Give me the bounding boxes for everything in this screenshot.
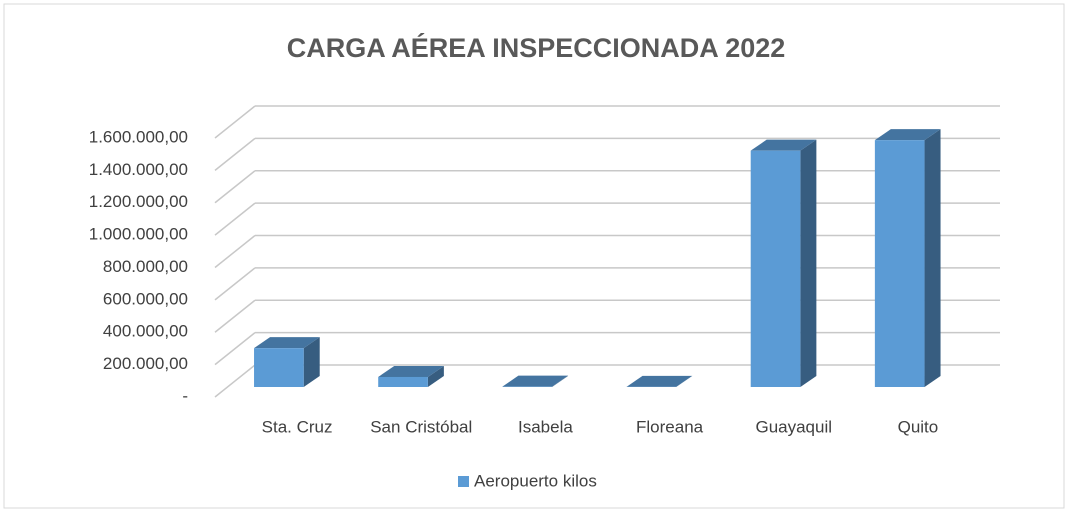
y-tick-label: 400.000,00 <box>103 322 188 341</box>
y-tick-label: 200.000,00 <box>103 354 188 373</box>
bar-front <box>751 151 801 387</box>
y-tick-label: 1.200.000,00 <box>89 192 188 211</box>
y-tick-label: 1.000.000,00 <box>89 225 188 244</box>
x-tick-label: Isabela <box>518 417 573 436</box>
bar-side <box>800 140 816 387</box>
bar-front <box>875 140 925 387</box>
legend-swatch <box>458 476 469 487</box>
legend-label: Aeropuerto kilos <box>474 471 597 490</box>
x-tick-label: Quito <box>898 417 939 436</box>
bar <box>254 337 320 387</box>
bar-front <box>378 377 428 387</box>
y-tick-label: 1.600.000,00 <box>89 127 188 146</box>
x-tick-label: Sta. Cruz <box>262 417 333 436</box>
x-tick-label: Floreana <box>636 417 704 436</box>
bar-side <box>925 129 941 387</box>
y-tick-label: - <box>182 386 188 405</box>
y-tick-label: 800.000,00 <box>103 257 188 276</box>
y-tick-label: 600.000,00 <box>103 289 188 308</box>
chart-title: CARGA AÉREA INSPECCIONADA 2022 <box>287 32 786 63</box>
y-tick-label: 1.400.000,00 <box>89 160 188 179</box>
x-tick-label: San Cristóbal <box>370 417 472 436</box>
bar-front <box>254 348 304 387</box>
bar <box>875 129 941 387</box>
bar <box>751 140 817 387</box>
x-tick-label: Guayaquil <box>755 417 832 436</box>
